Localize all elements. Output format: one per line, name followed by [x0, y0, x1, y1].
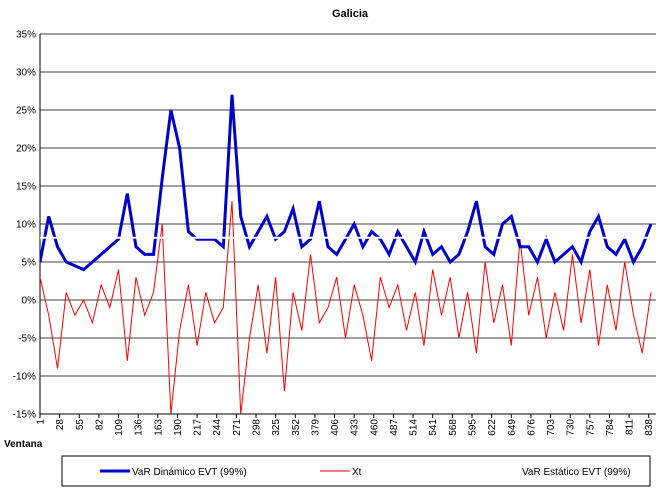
legend: [61, 455, 651, 487]
x-tick-label: 325: [271, 419, 282, 436]
y-tick-label: 35%: [16, 30, 36, 41]
x-tick-label: 28: [55, 419, 66, 431]
x-tick-label: 217: [193, 419, 204, 436]
x-tick-label: 568: [448, 419, 459, 436]
x-tick-label: 136: [134, 419, 145, 436]
series-line: [40, 201, 652, 414]
series-line: [40, 94, 653, 272]
x-tick-label: 757: [585, 419, 596, 436]
y-tick-label: -15%: [13, 410, 36, 421]
x-tick-label: 82: [94, 419, 105, 431]
y-tick-label: -5%: [18, 334, 36, 345]
x-tick-label: 784: [605, 419, 616, 436]
x-tick-label: 703: [546, 419, 557, 436]
x-tick-label: 109: [114, 419, 125, 436]
x-tick-label: 298: [252, 419, 263, 436]
x-axis-label: Ventana: [4, 439, 43, 450]
y-tick-label: 10%: [16, 220, 36, 231]
x-tick-label: 595: [468, 419, 479, 436]
x-tick-label: 244: [212, 419, 223, 436]
chart-title: Galicia: [332, 8, 369, 20]
y-tick-label: 5%: [22, 258, 37, 269]
x-tick-label: 730: [566, 419, 577, 436]
x-tick-label: 190: [173, 419, 184, 436]
x-tick-label: 163: [153, 419, 164, 436]
y-tick-label: 25%: [16, 106, 36, 117]
x-tick-label: 514: [409, 419, 420, 436]
x-tick-label: 649: [507, 419, 518, 436]
y-tick-label: 15%: [16, 182, 36, 193]
x-tick-label: 352: [291, 419, 302, 436]
x-tick-label: 622: [487, 419, 498, 436]
x-tick-label: 541: [428, 419, 439, 436]
x-tick-label: 460: [369, 419, 380, 436]
x-tick-label: 811: [625, 419, 636, 435]
y-tick-label: 30%: [16, 68, 36, 79]
x-tick-label: 676: [526, 419, 537, 436]
x-tick-label: 838: [644, 419, 655, 436]
legend-label: VaR Dinámico EVT (99%): [132, 467, 247, 478]
y-tick-label: -10%: [13, 372, 36, 383]
x-tick-label: 379: [310, 419, 321, 436]
x-tick-label: 487: [389, 419, 400, 436]
legend-label: VaR Estático EVT (99%): [522, 467, 631, 478]
legend-label: Xt: [352, 467, 362, 478]
x-tick-label: 271: [232, 419, 243, 436]
y-tick-label: 20%: [16, 144, 36, 155]
x-tick-label: 55: [75, 419, 86, 431]
x-tick-label: 1: [36, 419, 47, 425]
x-tick-label: 406: [330, 419, 341, 436]
y-tick-label: 0%: [22, 296, 37, 307]
x-tick-label: 433: [350, 419, 361, 436]
